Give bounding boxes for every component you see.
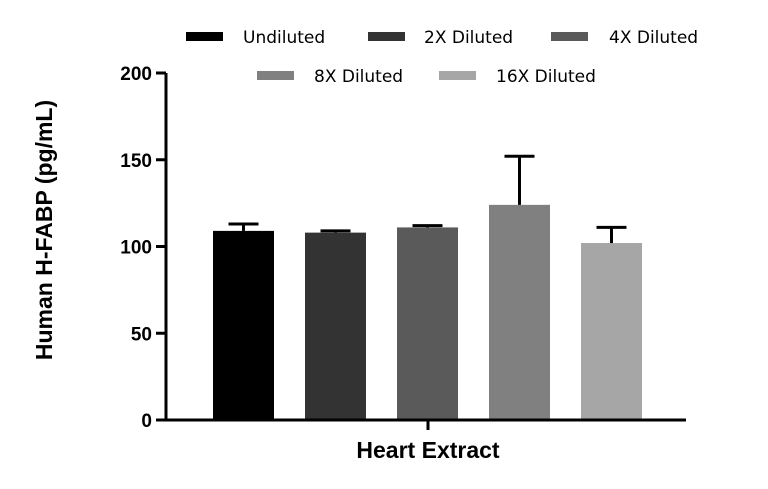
legend-swatch (368, 32, 405, 41)
legend-item-0: Undiluted (186, 28, 325, 48)
legend-label: 16X Diluted (496, 67, 596, 87)
legend-swatch (439, 71, 476, 80)
y-tick-label: 150 (120, 151, 152, 172)
bar (397, 227, 458, 420)
legend-swatch (186, 32, 223, 41)
y-tick-label: 100 (120, 238, 152, 259)
legend-item-2: 4X Diluted (551, 28, 698, 48)
bar-group-2 (397, 224, 458, 420)
bar (489, 204, 550, 420)
y-axis-title: Human H-FABP (pg/mL) (31, 100, 57, 360)
y-tick-label: 0 (141, 411, 152, 432)
legend-item-3: 8X Diluted (257, 67, 403, 87)
bar (305, 232, 366, 420)
bar-group-0 (213, 222, 274, 420)
legend: Undiluted 2X Diluted 4X Diluted 8X Diluted 1… (186, 28, 698, 87)
legend-swatch (551, 32, 588, 41)
bar-group-4 (581, 225, 642, 420)
legend-label: Undiluted (243, 28, 325, 48)
y-tick-label: 50 (131, 324, 152, 345)
x-axis (164, 418, 686, 430)
bar-group-1 (305, 229, 366, 420)
bar-group-3 (489, 154, 550, 420)
legend-label: 4X Diluted (609, 28, 698, 48)
legend-item-4: 16X Diluted (439, 67, 596, 87)
bar (581, 243, 642, 420)
bar (213, 230, 274, 420)
legend-label: 8X Diluted (314, 67, 403, 87)
x-axis-title: Heart Extract (356, 437, 500, 463)
bars (213, 154, 642, 420)
legend-label: 2X Diluted (424, 28, 513, 48)
legend-swatch (257, 71, 294, 80)
y-tick-label: 200 (120, 64, 152, 85)
y-axis: 0 50 100 150 200 (120, 64, 168, 432)
legend-item-1: 2X Diluted (368, 28, 513, 48)
